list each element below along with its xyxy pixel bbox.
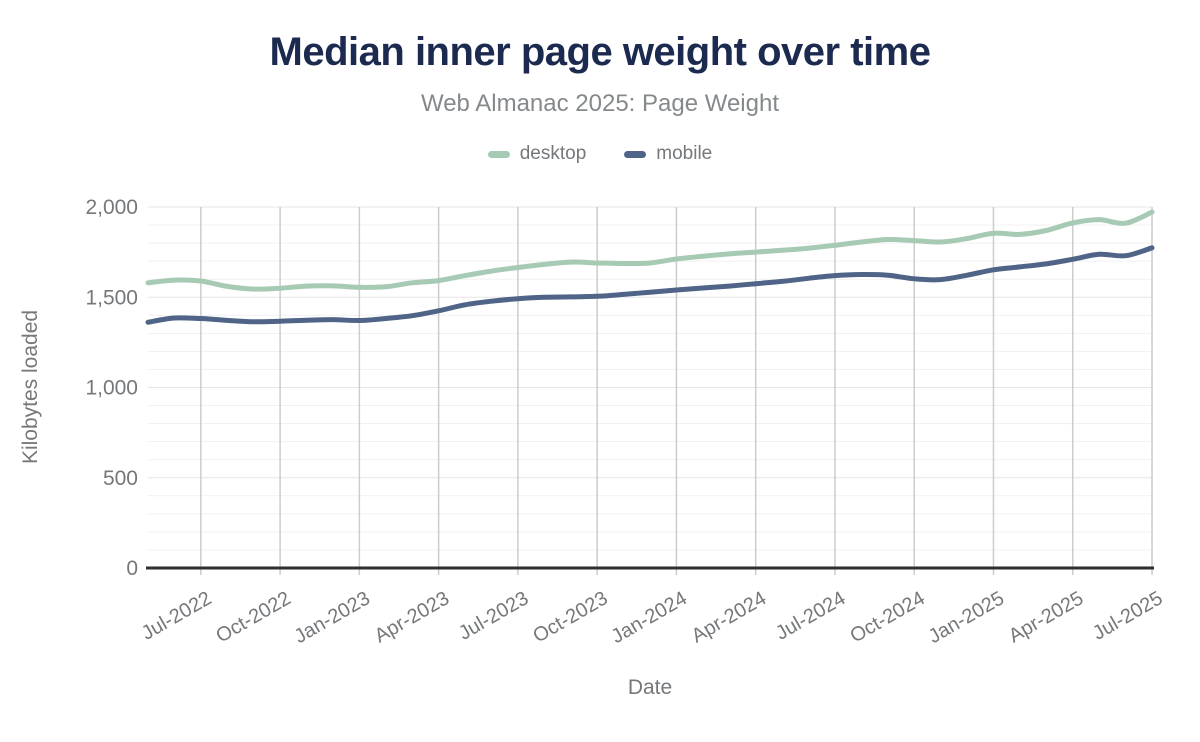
mobile-series-swatch-icon: [624, 150, 647, 158]
chart-subtitle: Web Almanac 2025: Page Weight: [420, 90, 779, 117]
x-tick-label: Apr-2025: [1005, 587, 1087, 647]
desktop-series-swatch-icon: [487, 150, 510, 158]
y-axis-title: Kilobytes loaded: [19, 310, 42, 464]
x-tick-label: Oct-2024: [846, 587, 928, 647]
y-tick-label: 2,000: [85, 196, 138, 219]
series-line-desktop[interactable]: [145, 209, 1155, 292]
y-tick-label: 1,500: [85, 286, 138, 309]
y-tick-label: 500: [103, 467, 138, 490]
y-tick-label: 1,000: [85, 377, 138, 400]
legend-item-desktop[interactable]: desktop: [487, 143, 587, 165]
x-tick-label: Jul-2022: [138, 587, 215, 644]
y-axis-tick-labels: 0 500 1,000 1,500 2,000: [85, 196, 138, 580]
x-tick-label: Jan-2024: [608, 587, 691, 648]
horizontal-gridlines: [148, 206, 1152, 551]
x-tick-label: Apr-2023: [371, 587, 453, 647]
legend-label-desktop: desktop: [519, 143, 587, 164]
x-tick-label: Jan-2023: [291, 587, 374, 648]
chart-series[interactable]: [145, 209, 1155, 325]
x-tick-label: Jan-2025: [925, 587, 1008, 648]
x-axis-title: Date: [627, 676, 673, 699]
series-line-mobile[interactable]: [145, 245, 1155, 325]
legend-item-mobile[interactable]: mobile: [624, 143, 712, 165]
y-tick-label: 0: [126, 557, 138, 580]
x-axis-line: [146, 566, 1154, 575]
x-tick-label: Apr-2024: [688, 587, 770, 647]
chart-legend: desktop mobile: [0, 143, 1200, 165]
x-tick-label: Jul-2024: [772, 587, 849, 644]
chart-title: Median inner page weight over time: [269, 30, 931, 74]
x-tick-label: Jul-2023: [455, 587, 532, 644]
x-tick-label: Oct-2022: [212, 587, 294, 647]
x-tick-label: Jul-2025: [1089, 587, 1166, 644]
vertical-gridlines: [200, 207, 1153, 568]
legend-label-mobile: mobile: [656, 143, 713, 164]
x-tick-label: Oct-2023: [529, 587, 611, 647]
